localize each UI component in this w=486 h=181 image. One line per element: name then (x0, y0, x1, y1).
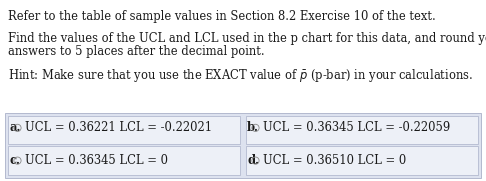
FancyBboxPatch shape (5, 113, 481, 178)
FancyBboxPatch shape (246, 146, 478, 175)
Text: UCL = 0.36345 LCL = -0.22059: UCL = 0.36345 LCL = -0.22059 (263, 121, 450, 134)
Text: UCL = 0.36510 LCL = 0: UCL = 0.36510 LCL = 0 (263, 154, 406, 167)
FancyBboxPatch shape (8, 115, 240, 144)
Text: c.: c. (9, 154, 20, 167)
Text: Find the values of the UCL and LCL used in the p chart for this data, and round : Find the values of the UCL and LCL used … (8, 32, 486, 45)
Text: UCL = 0.36221 LCL = -0.22021: UCL = 0.36221 LCL = -0.22021 (25, 121, 212, 134)
FancyBboxPatch shape (246, 115, 478, 144)
Text: answers to 5 places after the decimal point.: answers to 5 places after the decimal po… (8, 45, 264, 58)
Text: a.: a. (9, 121, 20, 134)
Text: d.: d. (247, 154, 259, 167)
Text: UCL = 0.36345 LCL = 0: UCL = 0.36345 LCL = 0 (25, 154, 168, 167)
Text: b.: b. (247, 121, 259, 134)
Text: Refer to the table of sample values in Section 8.2 Exercise 10 of the text.: Refer to the table of sample values in S… (8, 10, 436, 23)
FancyBboxPatch shape (8, 146, 240, 175)
Text: Hint: Make sure that you use the EXACT value of $\bar{p}$ (p-bar) in your calcul: Hint: Make sure that you use the EXACT v… (8, 66, 473, 83)
